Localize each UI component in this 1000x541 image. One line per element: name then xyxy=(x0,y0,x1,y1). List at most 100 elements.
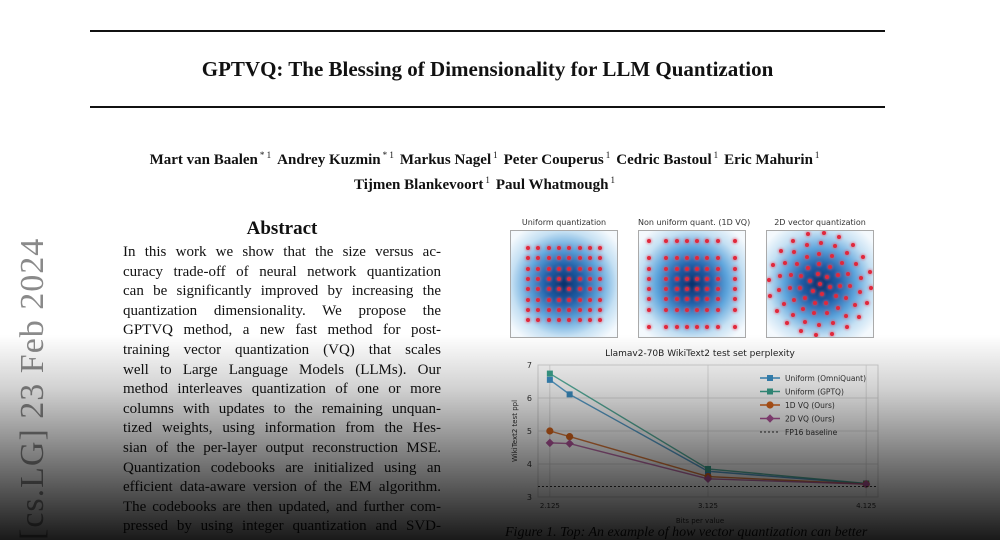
codebook-point xyxy=(817,262,822,267)
abstract-line: Quantization codebooks are initialized u… xyxy=(123,459,441,476)
panel-plot xyxy=(510,230,618,338)
codebook-point xyxy=(733,277,737,281)
figure-caption: Figure 1. Top: An example of how vector … xyxy=(505,525,868,540)
codebook-point xyxy=(818,282,822,286)
codebook-point xyxy=(556,297,561,302)
codebook-point xyxy=(536,287,541,292)
codebook-point xyxy=(783,260,788,265)
codebook-point xyxy=(858,290,863,295)
panel-nonuniform: Non uniform quant. (1D VQ) xyxy=(638,218,751,338)
codebook-point xyxy=(685,308,689,312)
codebook-point xyxy=(792,297,797,302)
author-affiliation-mark: 1 xyxy=(493,150,498,160)
codebook-point xyxy=(664,287,668,291)
author-line-1: Mart van Baalen * 1 Andrey Kuzmin * 1 Markus… xyxy=(90,145,885,170)
x-tick-label: 3.125 xyxy=(698,502,718,510)
codebook-point xyxy=(695,267,699,271)
codebook-point xyxy=(598,266,603,271)
abstract-line: GPTVQ method, a new fast method for post… xyxy=(123,322,441,339)
abstract-line: well to Large Language Models (LLMs). Ou… xyxy=(123,361,441,378)
legend-label: Uniform (OmniQuant) xyxy=(785,374,866,383)
codebook-point xyxy=(685,277,689,281)
codebook-point xyxy=(577,256,582,261)
codebook-point xyxy=(716,325,720,329)
codebook-point xyxy=(858,275,863,280)
codebook-point xyxy=(705,277,709,281)
codebook-point xyxy=(526,287,530,292)
abstract-line: training vector quantization (VQ) that s… xyxy=(123,341,441,358)
abstract-line: pressed by using integer quantization an… xyxy=(123,518,441,535)
codebook-point xyxy=(789,273,794,278)
codebook-point xyxy=(716,256,720,260)
author-name: Eric Mahurin xyxy=(724,152,813,168)
codebook-point xyxy=(821,231,826,236)
codebook-point xyxy=(664,256,668,260)
codebook-point xyxy=(598,307,603,312)
abstract-line: sian of the per-layer output reconstruct… xyxy=(123,439,441,456)
codebook-point xyxy=(733,287,737,291)
codebook-point xyxy=(647,325,651,329)
codebook-point xyxy=(770,262,775,267)
abstract-heading: Abstract xyxy=(246,218,318,239)
y-tick-label: 3 xyxy=(527,493,532,502)
x-tick-label: 4.125 xyxy=(856,502,876,510)
data-point xyxy=(766,401,774,409)
codebook-point xyxy=(664,297,668,301)
codebook-point xyxy=(716,308,720,312)
codebook-point xyxy=(577,276,582,281)
author-affiliation-mark: 1 xyxy=(610,175,615,185)
codebook-point xyxy=(546,256,551,261)
codebook-point xyxy=(837,234,842,239)
panel-title: 2D vector quantization xyxy=(774,218,866,227)
codebook-point xyxy=(664,267,668,271)
codebook-point xyxy=(647,239,651,243)
codebook-point xyxy=(567,287,572,292)
codebook-point xyxy=(865,301,870,306)
author-affiliation-mark: * 1 xyxy=(382,150,394,160)
codebook-point xyxy=(587,246,592,250)
codebook-point xyxy=(587,318,592,323)
codebook-point xyxy=(831,320,836,325)
codebook-point xyxy=(685,297,689,301)
codebook-point xyxy=(705,297,709,301)
data-point xyxy=(546,370,553,377)
abstract-body: In this work we show that the size versu… xyxy=(123,243,441,537)
codebook-point xyxy=(825,275,830,280)
codebook-point xyxy=(577,266,582,271)
codebook-point xyxy=(647,287,651,291)
codebook-point xyxy=(861,255,866,260)
author-affiliation-mark: 1 xyxy=(713,150,719,160)
codebook-point xyxy=(546,297,551,302)
author-affiliation-mark: 1 xyxy=(814,150,820,160)
arxiv-stamp: [cs.LG] 23 Feb 2024 xyxy=(14,237,51,540)
codebook-point xyxy=(733,256,737,260)
codebook-point xyxy=(819,241,824,245)
codebook-point xyxy=(803,295,808,300)
codebook-point xyxy=(546,266,551,271)
codebook-point xyxy=(814,332,819,337)
codebook-point xyxy=(536,266,541,271)
codebook-point xyxy=(598,276,603,281)
codebook-point xyxy=(675,287,679,291)
codebook-point xyxy=(799,274,804,279)
codebook-point xyxy=(795,262,800,267)
codebook-point xyxy=(577,318,582,323)
author-name: Cedric Bastoul xyxy=(616,152,712,168)
codebook-point xyxy=(832,243,837,248)
codebook-point xyxy=(846,272,851,277)
abstract-line: quantization dimensionality. We propose … xyxy=(123,302,441,319)
codebook-point xyxy=(805,232,810,237)
y-tick-label: 6 xyxy=(527,394,532,403)
codebook-point xyxy=(567,297,572,302)
abstract-line: method interleaves quantization of one o… xyxy=(123,381,441,398)
codebook-point xyxy=(733,325,737,329)
panel-plot xyxy=(766,230,874,338)
abstract-line: The codebooks are then updated, and furt… xyxy=(123,498,441,515)
title-bottom-rule xyxy=(90,106,885,108)
data-point xyxy=(767,375,773,381)
codebook-point xyxy=(844,296,849,301)
codebook-point xyxy=(526,256,530,261)
codebook-point xyxy=(843,314,848,319)
x-tick-label: 2.125 xyxy=(540,502,560,510)
panel-title: Non uniform quant. (1D VQ) xyxy=(638,218,751,227)
